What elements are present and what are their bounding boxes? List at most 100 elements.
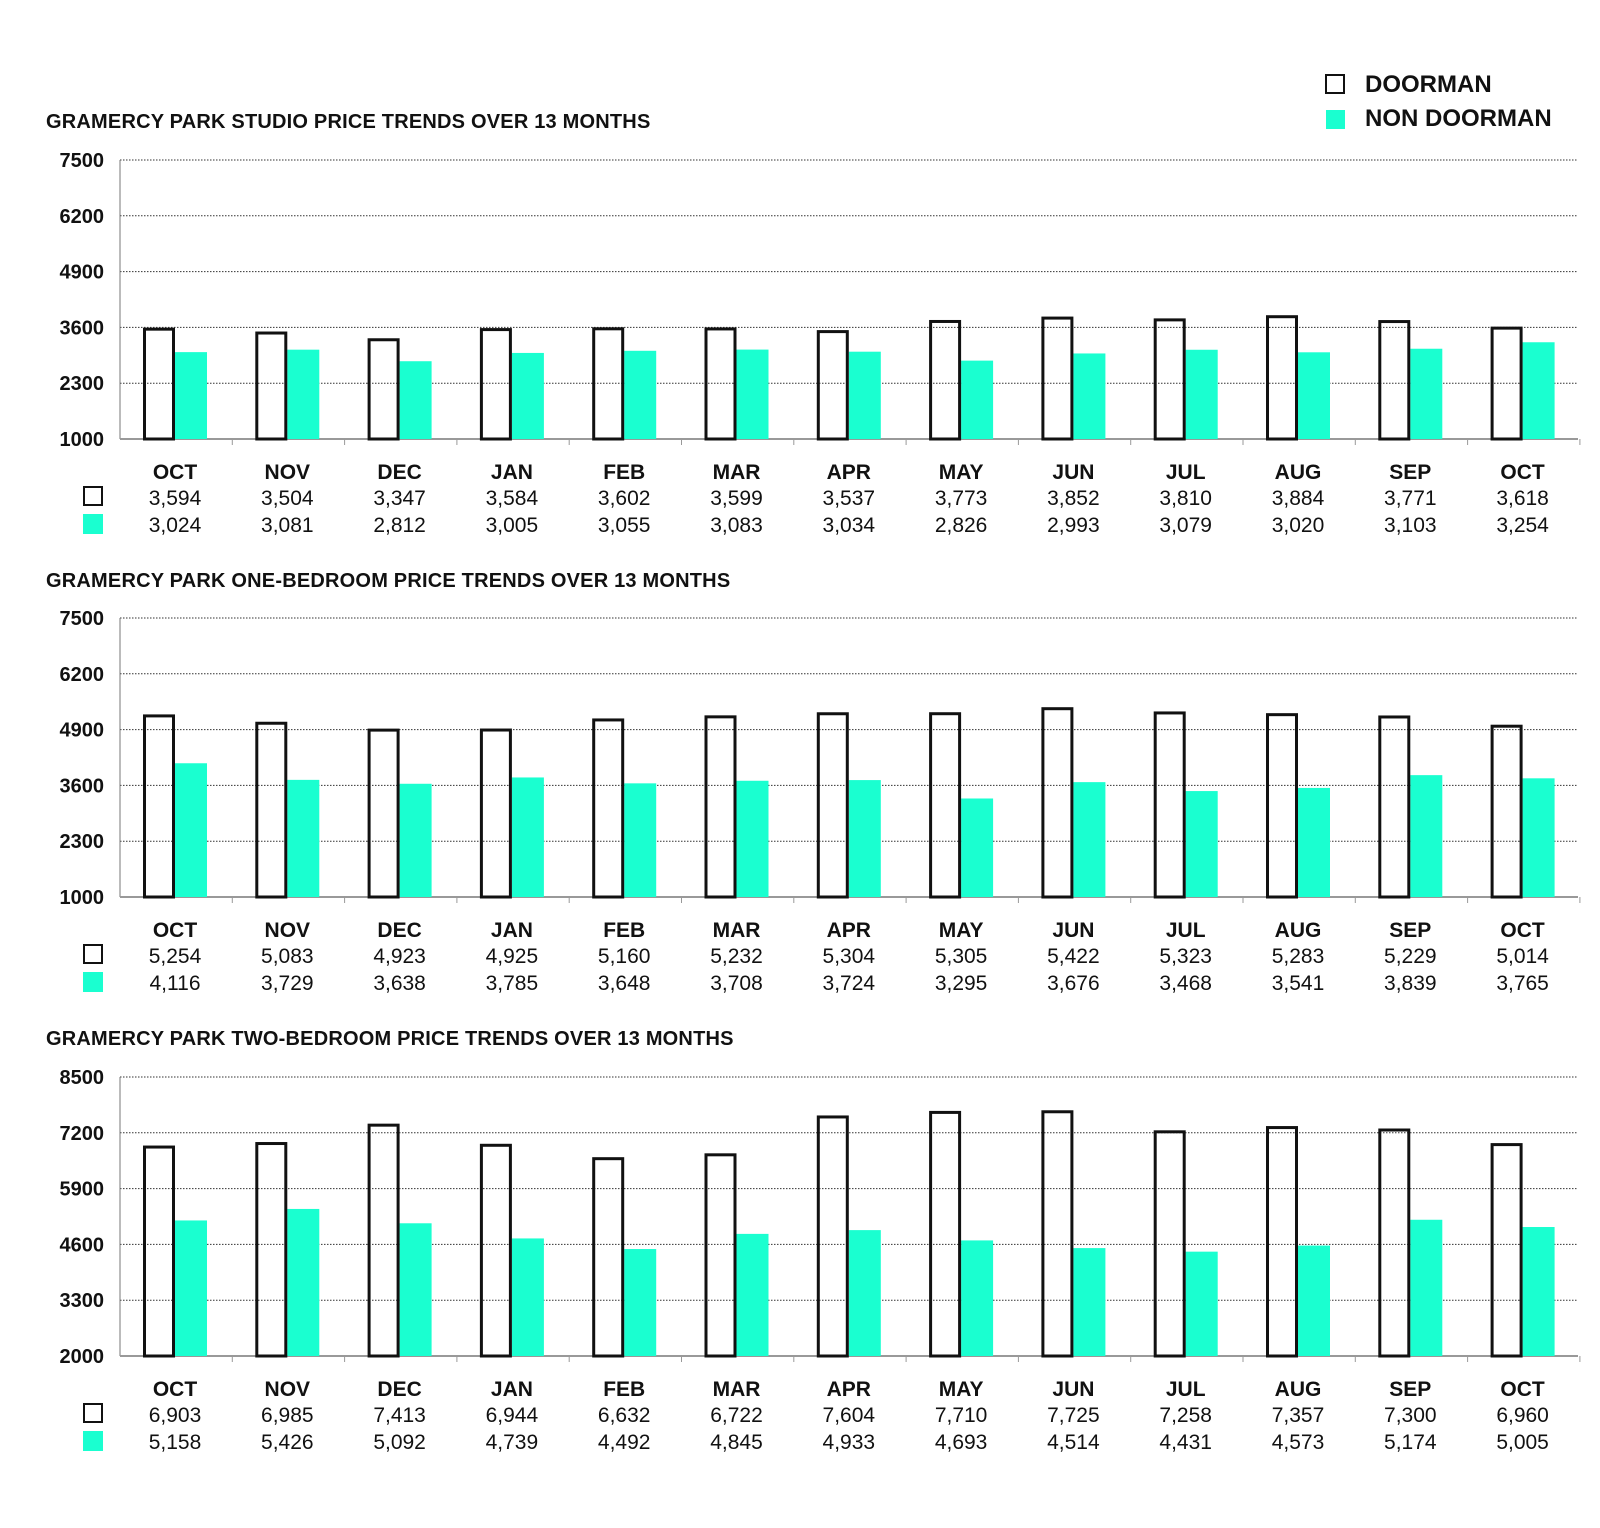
bar-doorman bbox=[704, 1153, 737, 1358]
bar-non-doorman bbox=[1522, 778, 1555, 897]
bar-doorman bbox=[1378, 1128, 1411, 1358]
doorman-value-label: 4,923 bbox=[373, 945, 426, 968]
bar-non-doorman bbox=[511, 352, 544, 439]
bar-non-doorman bbox=[399, 783, 432, 897]
bar-non-doorman bbox=[1185, 1251, 1218, 1356]
bar-non-doorman bbox=[624, 783, 657, 897]
doorman-value-label: 6,632 bbox=[598, 1404, 651, 1427]
x-category-label: JUL bbox=[1166, 461, 1206, 484]
bar-doorman bbox=[367, 728, 400, 899]
row-key-doorman-swatch bbox=[83, 1403, 103, 1423]
x-category-label: MAY bbox=[939, 919, 984, 942]
doorman-value-label: 5,232 bbox=[710, 945, 763, 968]
bar-doorman bbox=[1153, 711, 1186, 899]
bar-non-doorman bbox=[287, 779, 320, 897]
non-doorman-value-label: 3,254 bbox=[1496, 514, 1549, 537]
y-tick-label: 4900 bbox=[60, 262, 105, 284]
doorman-value-label: 3,594 bbox=[149, 487, 202, 510]
doorman-value-label: 7,413 bbox=[373, 1404, 426, 1427]
bar-doorman bbox=[143, 1145, 175, 1358]
bar-doorman bbox=[1490, 724, 1523, 899]
bar-doorman bbox=[1266, 1126, 1298, 1358]
non-doorman-value-label: 2,812 bbox=[373, 514, 426, 537]
doorman-value-label: 7,258 bbox=[1159, 1404, 1212, 1427]
doorman-value-label: 5,422 bbox=[1047, 945, 1100, 968]
bar-doorman bbox=[1153, 318, 1186, 441]
bar-doorman bbox=[1378, 715, 1411, 899]
non-doorman-value-label: 3,839 bbox=[1384, 972, 1437, 995]
bar-doorman bbox=[592, 1157, 625, 1358]
non-doorman-value-label: 3,005 bbox=[486, 514, 539, 537]
doorman-value-label: 7,725 bbox=[1047, 1404, 1100, 1427]
bar-non-doorman bbox=[1410, 1219, 1443, 1356]
x-category-label: JUN bbox=[1052, 919, 1094, 942]
doorman-value-label: 3,602 bbox=[598, 487, 651, 510]
row-key-doorman-swatch bbox=[83, 486, 103, 506]
x-category-label: JAN bbox=[491, 1378, 533, 1401]
bar-non-doorman bbox=[1185, 791, 1218, 897]
bar-doorman bbox=[255, 1142, 288, 1358]
x-category-label: JUN bbox=[1052, 461, 1094, 484]
non-doorman-value-label: 3,541 bbox=[1272, 972, 1325, 995]
bar-doorman bbox=[1041, 707, 1074, 899]
y-tick-label: 7500 bbox=[60, 608, 105, 630]
bar-non-doorman bbox=[1298, 352, 1330, 439]
x-category-label: NOV bbox=[265, 1378, 311, 1401]
chart-title: GRAMERCY PARK STUDIO PRICE TRENDS OVER 1… bbox=[46, 111, 650, 133]
x-category-label: OCT bbox=[1500, 1378, 1545, 1401]
bar-doorman bbox=[929, 1110, 962, 1358]
bar-non-doorman bbox=[175, 352, 207, 439]
doorman-value-label: 7,357 bbox=[1272, 1404, 1325, 1427]
doorman-value-label: 3,773 bbox=[935, 487, 988, 510]
x-category-label: JUN bbox=[1052, 1378, 1094, 1401]
y-tick-label: 7500 bbox=[60, 150, 105, 172]
legend-doorman-label: DOORMAN bbox=[1365, 71, 1492, 98]
x-category-label: AUG bbox=[1275, 919, 1322, 942]
row-key-non-doorman-swatch bbox=[83, 1431, 103, 1451]
y-tick-label: 4600 bbox=[60, 1234, 105, 1256]
doorman-value-label: 6,722 bbox=[710, 1404, 763, 1427]
bar-non-doorman bbox=[624, 350, 657, 439]
doorman-value-label: 7,300 bbox=[1384, 1404, 1437, 1427]
x-category-label: SEP bbox=[1389, 1378, 1431, 1401]
non-doorman-value-label: 3,055 bbox=[598, 514, 651, 537]
bar-doorman bbox=[1490, 1143, 1523, 1358]
doorman-value-label: 7,710 bbox=[935, 1404, 988, 1427]
non-doorman-value-label: 4,845 bbox=[710, 1431, 763, 1454]
doorman-value-label: 7,604 bbox=[823, 1404, 876, 1427]
non-doorman-value-label: 5,174 bbox=[1384, 1431, 1437, 1454]
x-category-label: OCT bbox=[1500, 461, 1545, 484]
bar-non-doorman bbox=[736, 1233, 769, 1356]
legend: DOORMAN NON DOORMAN bbox=[1325, 71, 1552, 132]
x-category-label: APR bbox=[827, 919, 871, 942]
x-category-label: AUG bbox=[1275, 1378, 1322, 1401]
doorman-value-label: 6,944 bbox=[486, 1404, 539, 1427]
bar-non-doorman bbox=[848, 780, 881, 897]
bar-non-doorman bbox=[848, 351, 881, 439]
bar-non-doorman bbox=[399, 361, 432, 439]
bar-non-doorman bbox=[624, 1249, 657, 1356]
y-tick-label: 1000 bbox=[60, 887, 105, 909]
bar-non-doorman bbox=[736, 780, 769, 897]
bar-doorman bbox=[1266, 713, 1298, 899]
bar-doorman bbox=[1490, 326, 1523, 441]
x-category-label: MAY bbox=[939, 1378, 984, 1401]
non-doorman-value-label: 3,034 bbox=[823, 514, 876, 537]
bar-doorman bbox=[1041, 316, 1074, 441]
y-tick-label: 5900 bbox=[60, 1179, 105, 1201]
chart-title: GRAMERCY PARK ONE-BEDROOM PRICE TRENDS O… bbox=[46, 570, 730, 592]
non-doorman-value-label: 3,765 bbox=[1496, 972, 1549, 995]
bar-non-doorman bbox=[961, 798, 994, 897]
non-doorman-value-label: 3,103 bbox=[1384, 514, 1437, 537]
x-category-label: JUL bbox=[1166, 1378, 1206, 1401]
bar-non-doorman bbox=[848, 1230, 881, 1356]
y-tick-label: 7200 bbox=[60, 1123, 105, 1145]
non-doorman-value-label: 3,638 bbox=[373, 972, 426, 995]
doorman-value-label: 5,323 bbox=[1159, 945, 1212, 968]
x-category-label: MAR bbox=[713, 919, 761, 942]
non-doorman-value-label: 4,573 bbox=[1272, 1431, 1325, 1454]
non-doorman-value-label: 3,083 bbox=[710, 514, 763, 537]
x-category-label: JUL bbox=[1166, 919, 1206, 942]
x-category-label: JAN bbox=[491, 461, 533, 484]
